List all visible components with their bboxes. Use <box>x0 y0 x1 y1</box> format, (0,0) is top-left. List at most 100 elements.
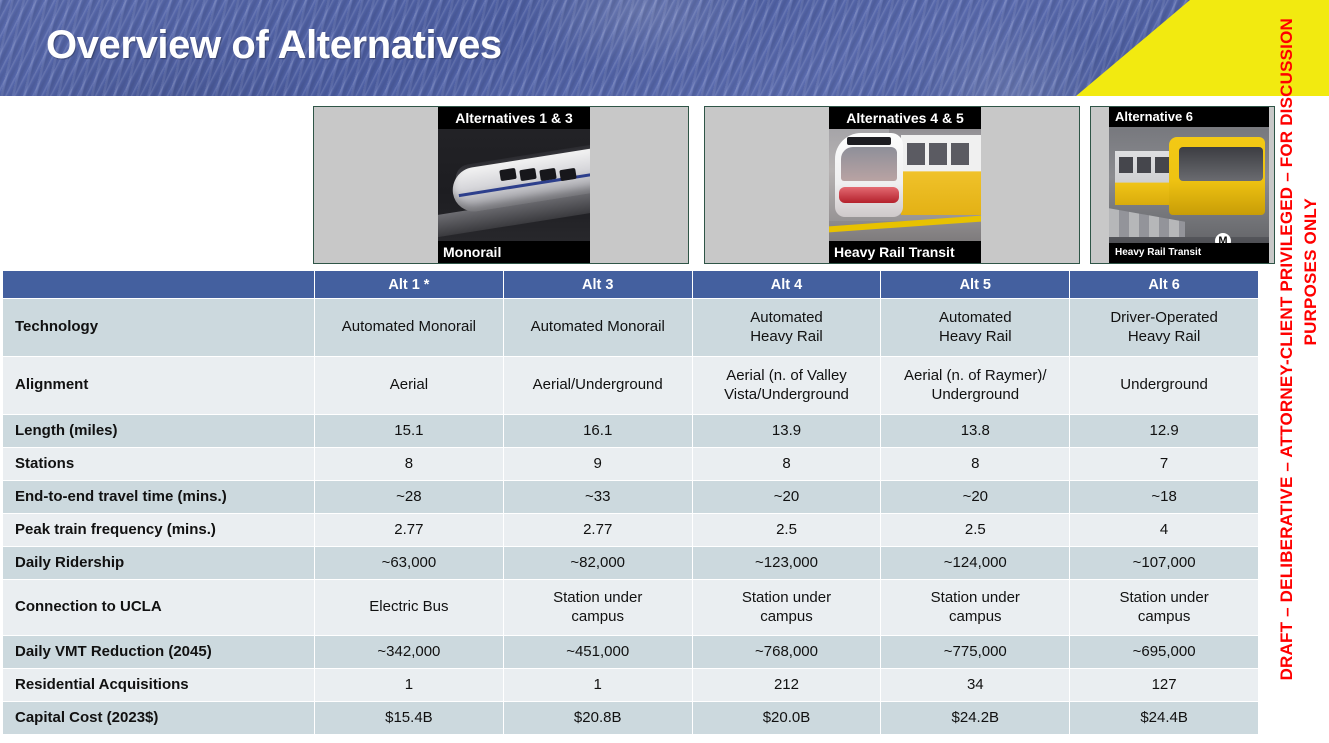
table-cell: Automated Heavy Rail <box>691 298 882 357</box>
table-header-blank <box>2 270 315 299</box>
row-label: Stations <box>2 447 315 481</box>
photo-monorail: Alternatives 1 & 3 Monorail <box>438 107 590 263</box>
image-panel-heavy-rail-a: Alternatives 4 & 5 Heavy Rail Transit <box>704 106 1080 264</box>
table-row: Capital Cost (2023$) $15.4B $20.8B $20.0B $2… <box>2 701 1259 735</box>
banner-blue-texture <box>0 0 1190 96</box>
table-row: Technology Automated Monorail Automated Mo… <box>2 298 1259 357</box>
table-cell: $20.8B <box>502 701 693 735</box>
image-panel-monorail: Alternatives 1 & 3 Monorail <box>313 106 689 264</box>
table-cell: 13.8 <box>880 414 1071 448</box>
table-cell: 2.5 <box>691 513 882 547</box>
table-cell: 1 <box>502 668 693 702</box>
table-cell: 1 <box>314 668 504 702</box>
table-cell: Aerial (n. of Raymer)/Underground <box>880 356 1071 415</box>
table-cell: 2.5 <box>880 513 1071 547</box>
row-label: Residential Acquisitions <box>2 668 315 702</box>
table-header-alt-3: Alt 3 <box>502 270 693 299</box>
table-cell: 2.77 <box>314 513 504 547</box>
row-label: End-to-end travel time (mins.) <box>2 480 315 514</box>
table-cell: 7 <box>1069 447 1259 481</box>
table-cell: 9 <box>502 447 693 481</box>
table-cell: ~20 <box>691 480 882 514</box>
table-cell: $24.2B <box>880 701 1071 735</box>
table-cell: Station under campus <box>691 579 882 636</box>
table-cell: 4 <box>1069 513 1259 547</box>
table-header-alt-4: Alt 4 <box>691 270 882 299</box>
row-label: Capital Cost (2023$) <box>2 701 315 735</box>
table-cell: 16.1 <box>502 414 693 448</box>
table-cell: 34 <box>880 668 1071 702</box>
table-row: Connection to UCLA Electric Bus Station un… <box>2 579 1259 636</box>
table-header-alt-6: Alt 6 <box>1069 270 1259 299</box>
heavy-rail-b-illustration: M <box>1109 107 1269 263</box>
table-cell: ~28 <box>314 480 504 514</box>
table-row: Daily Ridership ~63,000 ~82,000 ~123,000 ~12… <box>2 546 1259 580</box>
table-cell: ~123,000 <box>691 546 882 580</box>
row-label: Length (miles) <box>2 414 315 448</box>
table-cell: Automated Heavy Rail <box>880 298 1071 357</box>
panel-1-top-caption: Alternatives 1 & 3 <box>438 107 590 129</box>
panel-2-bottom-caption: Heavy Rail Transit <box>829 241 981 263</box>
row-label: Technology <box>2 298 315 357</box>
table-cell: ~33 <box>502 480 693 514</box>
table-body: Technology Automated Monorail Automated Mo… <box>2 298 1259 735</box>
monorail-illustration <box>438 107 590 263</box>
table-cell: 15.1 <box>314 414 504 448</box>
table-cell: ~695,000 <box>1069 635 1259 669</box>
image-panel-heavy-rail-b: M Alternative 6 Heavy Rail Transit <box>1090 106 1275 264</box>
table-cell: Station under campus <box>502 579 693 636</box>
table-cell: ~18 <box>1069 480 1259 514</box>
draft-notice-line-1: DRAFT – DELIBERATIVE – ATTORNEY-CLIENT P… <box>1277 18 1296 681</box>
table-cell: $24.4B <box>1069 701 1259 735</box>
table-row: Residential Acquisitions 1 1 212 34 127 <box>2 668 1259 702</box>
row-label: Daily Ridership <box>2 546 315 580</box>
table-cell: ~342,000 <box>314 635 504 669</box>
table-cell: Aerial <box>314 356 504 415</box>
row-label: Daily VMT Reduction (2045) <box>2 635 315 669</box>
table-cell: ~775,000 <box>880 635 1071 669</box>
table-cell: 8 <box>314 447 504 481</box>
table-cell: 212 <box>691 668 882 702</box>
table-cell: 12.9 <box>1069 414 1259 448</box>
alternatives-table-wrapper: Alt 1 * Alt 3 Alt 4 Alt 5 Alt 6 Technology Au… <box>2 270 1259 735</box>
draft-notice-line-2: PURPOSES ONLY <box>1301 198 1320 346</box>
table-cell: Driver-Operated Heavy Rail <box>1069 298 1259 357</box>
table-cell: 2.77 <box>502 513 693 547</box>
photo-heavy-rail-a: Alternatives 4 & 5 Heavy Rail Transit <box>829 107 981 263</box>
table-header: Alt 1 * Alt 3 Alt 4 Alt 5 Alt 6 <box>2 270 1259 299</box>
row-label: Alignment <box>2 356 315 415</box>
table-cell: Electric Bus <box>314 579 504 636</box>
table-header-alt-1: Alt 1 * <box>314 270 504 299</box>
table-row: Peak train frequency (mins.) 2.77 2.77 2.5 2… <box>2 513 1259 547</box>
table-cell: 8 <box>880 447 1071 481</box>
heavy-rail-a-illustration <box>829 107 981 263</box>
table-cell: ~20 <box>880 480 1071 514</box>
row-label: Peak train frequency (mins.) <box>2 513 315 547</box>
table-cell: ~124,000 <box>880 546 1071 580</box>
table-cell: Automated Monorail <box>314 298 504 357</box>
panel-3-top-caption: Alternative 6 <box>1109 107 1269 127</box>
table-header-alt-5: Alt 5 <box>880 270 1071 299</box>
photo-heavy-rail-b: M Alternative 6 Heavy Rail Transit <box>1109 107 1269 263</box>
table-cell: Aerial/Underground <box>502 356 693 415</box>
table-cell: $20.0B <box>691 701 882 735</box>
table-cell: ~82,000 <box>502 546 693 580</box>
table-cell: ~107,000 <box>1069 546 1259 580</box>
page-title: Overview of Alternatives <box>46 23 502 67</box>
table-cell: Station under campus <box>880 579 1071 636</box>
table-header-row: Alt 1 * Alt 3 Alt 4 Alt 5 Alt 6 <box>2 270 1259 299</box>
title-banner: Overview of Alternatives <box>0 0 1329 96</box>
table-row: Alignment Aerial Aerial/Underground Aerial … <box>2 356 1259 415</box>
table-row: Length (miles) 15.1 16.1 13.9 13.8 12.9 <box>2 414 1259 448</box>
panel-2-top-caption: Alternatives 4 & 5 <box>829 107 981 129</box>
table-cell: $15.4B <box>314 701 504 735</box>
panel-1-bottom-caption: Monorail <box>438 241 590 263</box>
row-label: Connection to UCLA <box>2 579 315 636</box>
table-cell: 127 <box>1069 668 1259 702</box>
table-cell: Automated Monorail <box>502 298 693 357</box>
alternative-image-panels: Alternatives 1 & 3 Monorail <box>313 106 1275 264</box>
table-cell: Station under campus <box>1069 579 1259 636</box>
table-cell: ~768,000 <box>691 635 882 669</box>
panel-3-bottom-caption: Heavy Rail Transit <box>1109 243 1269 263</box>
